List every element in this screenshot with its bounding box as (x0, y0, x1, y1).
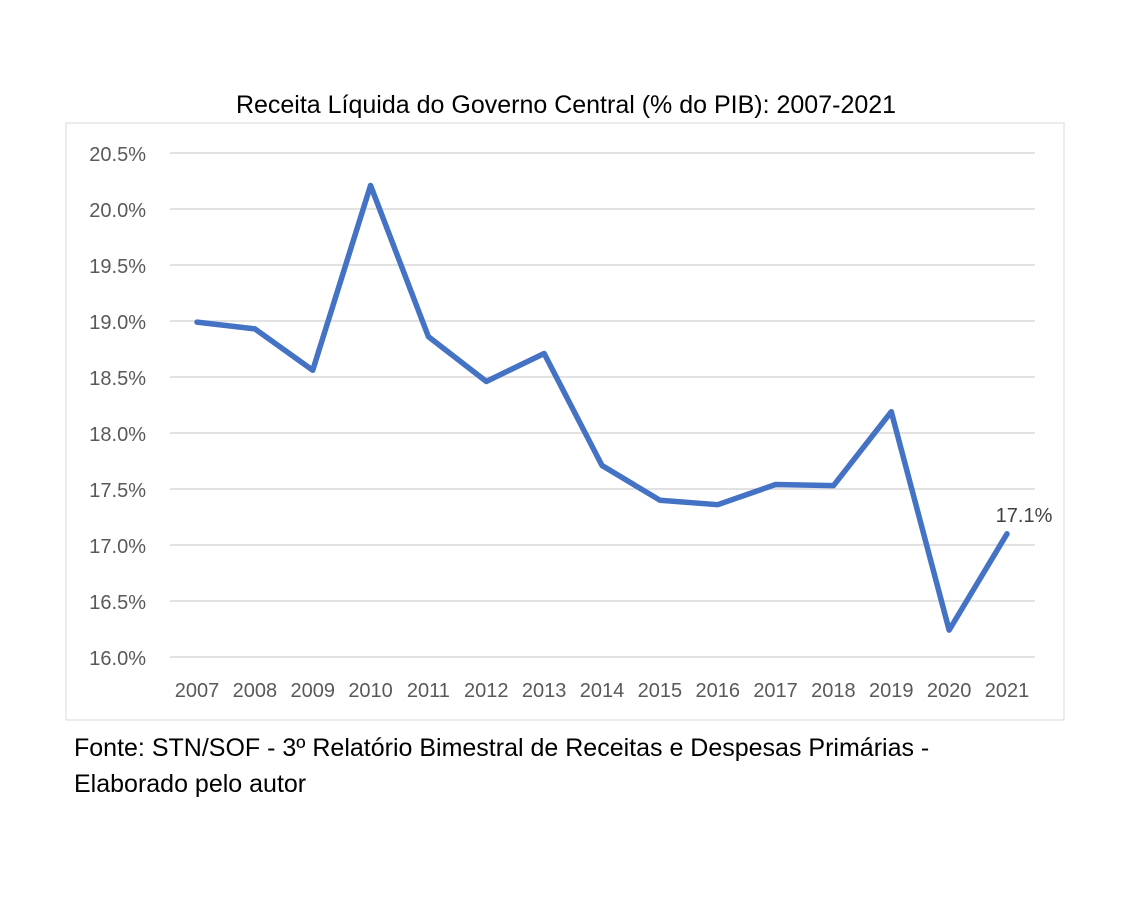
y-tick-label: 18.0% (89, 424, 146, 446)
x-tick-label: 2009 (290, 680, 335, 702)
x-tick-label: 2016 (695, 680, 740, 702)
y-tick-label: 17.5% (89, 480, 146, 502)
y-tick-label: 18.5% (89, 368, 146, 390)
y-tick-label: 16.5% (89, 592, 146, 614)
x-tick-label: 2017 (753, 680, 798, 702)
y-tick-label: 19.5% (89, 256, 146, 278)
y-tick-label: 20.5% (89, 144, 146, 166)
caption-line-2: Elaborado pelo autor (74, 770, 307, 798)
y-tick-label: 17.0% (89, 536, 146, 558)
x-tick-label: 2019 (869, 680, 914, 702)
x-tick-label: 2014 (580, 680, 625, 702)
chart-border (65, 122, 1065, 721)
x-tick-label: 2008 (233, 680, 278, 702)
x-tick-label: 2007 (175, 680, 220, 702)
x-tick-label: 2012 (464, 680, 509, 702)
x-tick-label: 2011 (407, 680, 450, 702)
x-tick-label: 2021 (985, 680, 1030, 702)
x-tick-label: 2010 (348, 680, 393, 702)
y-tick-label: 16.0% (89, 648, 146, 670)
x-tick-label: 2018 (811, 680, 856, 702)
y-tick-label: 19.0% (89, 312, 146, 334)
x-tick-label: 2013 (522, 680, 567, 702)
chart-title: Receita Líquida do Governo Central (% do… (236, 91, 896, 119)
data-label: 17.1% (996, 505, 1053, 527)
caption-line-1: Fonte: STN/SOF - 3º Relatório Bimestral … (74, 734, 930, 762)
x-tick-label: 2015 (638, 680, 683, 702)
x-tick-label: 2020 (927, 680, 972, 702)
y-tick-label: 20.0% (89, 200, 146, 222)
source-caption: Fonte: STN/SOF - 3º Relatório Bimestral … (74, 730, 1074, 802)
